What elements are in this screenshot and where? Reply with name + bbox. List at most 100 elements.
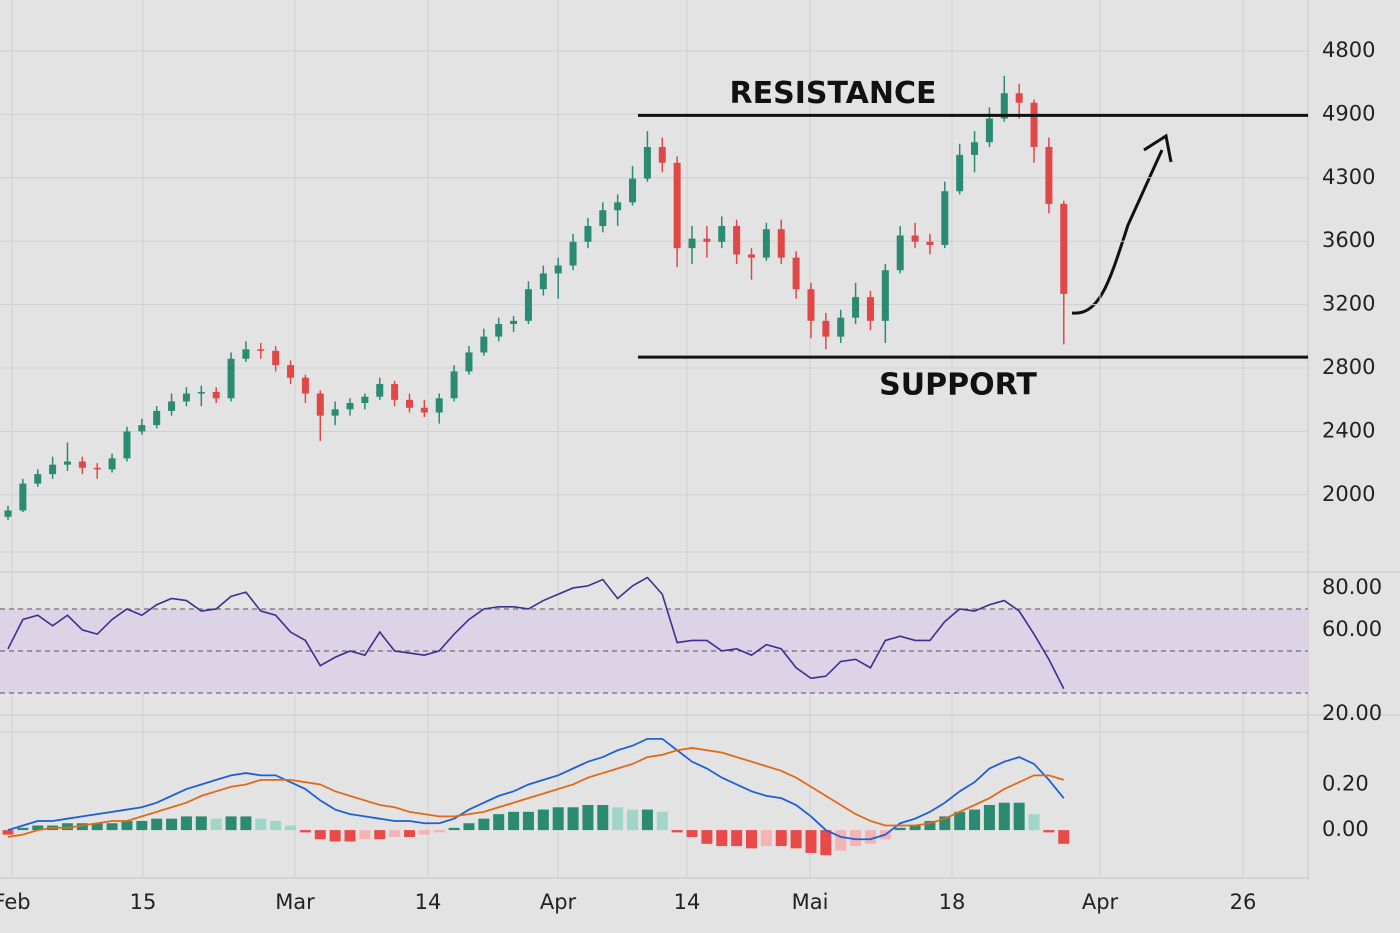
candle-body: [272, 350, 280, 366]
histogram-bar: [612, 807, 624, 831]
histogram-bar: [151, 818, 163, 831]
histogram-bar: [805, 830, 817, 853]
candle-body: [554, 265, 562, 274]
candle-body: [287, 365, 295, 378]
histogram-bar: [17, 827, 29, 831]
histogram-bar: [403, 830, 415, 837]
candle-body: [911, 235, 919, 242]
candle-body: [212, 391, 220, 399]
histogram-bar: [389, 830, 401, 837]
histogram-bar: [106, 823, 118, 831]
candle-body: [941, 191, 949, 245]
candle-body: [480, 336, 488, 353]
macd-line: [7, 747, 1065, 838]
candle-body: [168, 401, 176, 411]
histogram-bar: [493, 814, 505, 831]
candle-body: [852, 297, 860, 318]
histogram-bar: [909, 825, 921, 831]
candle-body: [465, 352, 473, 372]
histogram-bar: [656, 811, 668, 831]
histogram-bar: [225, 816, 237, 831]
y-tick-label: 60.00: [1322, 617, 1382, 641]
x-tick-label: 14: [415, 890, 442, 914]
arrow: [1071, 149, 1164, 315]
candle-body: [182, 393, 190, 402]
x-tick-label: Feb: [0, 890, 31, 914]
histogram-bar: [61, 823, 73, 831]
y-tick-label: 4800: [1322, 38, 1375, 62]
histogram-bar: [433, 830, 445, 833]
candle-body: [733, 226, 741, 255]
candle-body: [197, 391, 205, 394]
histogram-bar: [418, 830, 430, 835]
candle-body: [34, 474, 42, 484]
x-tick-label: Apr: [1082, 890, 1119, 914]
candle-body: [301, 377, 309, 394]
histogram-bar: [285, 825, 297, 831]
candle-body: [316, 393, 324, 416]
histogram-bar: [448, 827, 460, 831]
candle-body: [19, 483, 27, 511]
candle-body: [777, 229, 785, 258]
candle-body: [63, 461, 71, 465]
histogram-bar: [850, 830, 862, 847]
histogram-bar: [195, 816, 207, 831]
candle-body: [153, 410, 161, 426]
candle-body: [346, 403, 354, 410]
candle-body: [450, 371, 458, 399]
histogram-bar: [329, 830, 341, 842]
x-tick-label: 15: [130, 890, 157, 914]
histogram-bar: [1043, 830, 1055, 833]
y-tick-label: 4300: [1322, 165, 1375, 189]
y-tick-label: 2800: [1322, 355, 1375, 379]
histogram-bar: [864, 830, 876, 844]
histogram-bar: [731, 830, 743, 847]
histogram-bar: [582, 805, 594, 831]
histogram-bar: [1058, 830, 1070, 844]
candle-body: [435, 398, 443, 413]
candle-body: [524, 289, 532, 321]
histogram-bar: [180, 816, 192, 831]
histogram-bar: [954, 811, 966, 831]
histogram-bar: [121, 820, 133, 831]
candle-body: [331, 409, 339, 416]
candle-body: [420, 407, 428, 413]
candle-body: [1045, 146, 1053, 204]
y-tick-label: 3200: [1322, 292, 1375, 316]
candle-body: [78, 461, 86, 468]
histogram-bar: [1013, 802, 1025, 831]
histogram-bar: [641, 809, 653, 831]
x-tick-label: 26: [1230, 890, 1257, 914]
histogram-bar: [760, 830, 772, 847]
candle-body: [495, 323, 503, 337]
candle-body: [956, 154, 964, 192]
histogram-bar: [969, 809, 981, 831]
x-tick-label: Mai: [792, 890, 829, 914]
y-tick-label: 20.00: [1322, 701, 1382, 725]
candle-body: [108, 458, 116, 470]
histogram-bar: [32, 825, 44, 831]
histogram-bar: [136, 820, 148, 831]
candle-body: [985, 118, 993, 143]
x-tick-label: 18: [939, 890, 966, 914]
candle-body: [93, 467, 101, 470]
candle-body: [1000, 93, 1008, 119]
y-tick-label: 80.00: [1322, 575, 1382, 599]
candle-body: [391, 384, 399, 400]
histogram-bar: [983, 805, 995, 831]
candle-body: [837, 317, 845, 337]
histogram-bar: [537, 809, 549, 831]
candle-body: [673, 162, 681, 249]
y-tick-label: 4900: [1322, 101, 1375, 125]
histogram-bar: [240, 816, 252, 831]
candle-body: [539, 273, 547, 290]
histogram-bar: [627, 809, 639, 831]
candle-body: [718, 226, 726, 242]
histogram-bar: [746, 830, 757, 849]
histogram-bar: [701, 830, 713, 844]
candle-body: [971, 142, 979, 155]
histogram-bar: [374, 830, 386, 840]
y-tick-label: 2400: [1322, 418, 1375, 442]
candle-body: [703, 238, 711, 242]
